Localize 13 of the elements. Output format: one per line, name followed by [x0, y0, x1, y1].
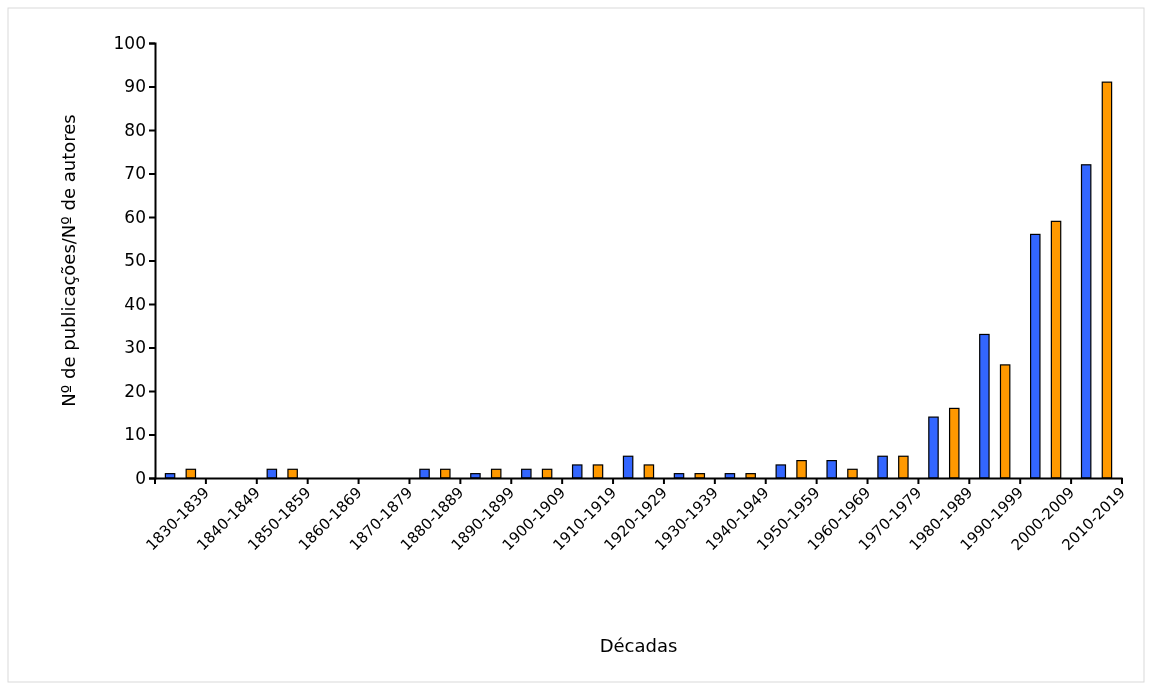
y-tick-label: 60 — [124, 206, 146, 227]
y-tick-label: 100 — [113, 32, 146, 53]
y-tick-label: 50 — [124, 250, 146, 271]
y-tick-label: 10 — [124, 424, 146, 445]
y-tick-label: 70 — [124, 163, 146, 184]
y-tick-label: 20 — [124, 380, 146, 401]
y-axis-title: Nº de publicações/Nº de autores — [58, 114, 79, 407]
y-tick-label: 90 — [124, 76, 146, 97]
y-tick-label: 40 — [124, 293, 146, 314]
y-tick-label: 80 — [124, 119, 146, 140]
x-axis-title: Décadas — [599, 635, 678, 656]
y-tick-label: 0 — [135, 467, 146, 488]
y-tick-label: 30 — [124, 337, 146, 358]
